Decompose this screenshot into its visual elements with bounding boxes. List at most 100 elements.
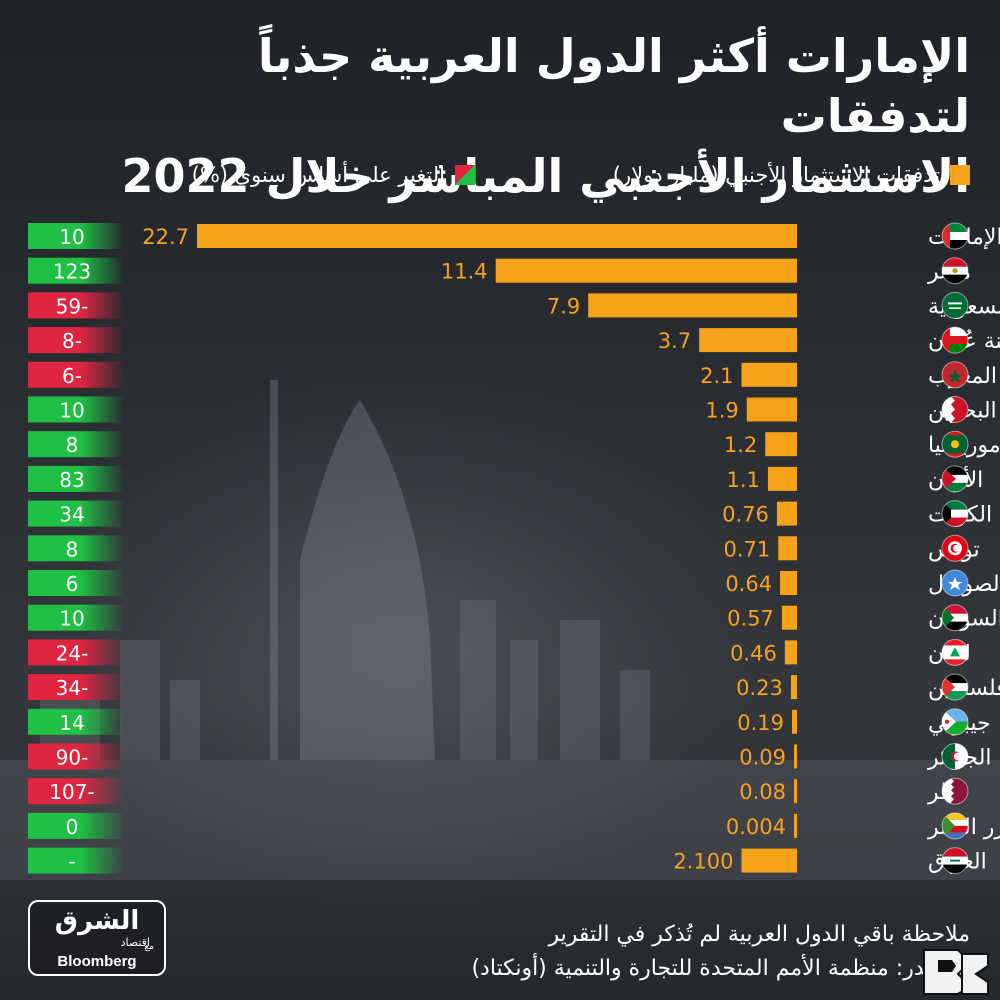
uae-flag [942, 223, 968, 249]
logo-bloomberg-text: Bloomberg [57, 953, 137, 970]
bar-row: 101.9البحرين [28, 396, 997, 424]
change-box [28, 500, 124, 527]
fdi-bar [794, 744, 797, 769]
change-label: 6- [62, 364, 82, 388]
fdi-bar [784, 640, 797, 665]
change-label: 14 [59, 711, 84, 735]
change-box [28, 535, 124, 562]
value-label: 7.9 [547, 294, 580, 318]
change-box [28, 639, 124, 666]
change-label: 90- [56, 746, 89, 770]
change-box [28, 743, 124, 770]
fdi-bar [741, 362, 797, 387]
value-label: 2.1 [700, 364, 733, 388]
bar-row: -2.100العراق [28, 847, 987, 875]
lebanon-flag [942, 639, 968, 666]
change-box [28, 570, 124, 596]
logo-main-text: الشرق [54, 906, 140, 936]
tunisia-flag [942, 535, 968, 562]
title-line-1: الإمارات أكثر الدول العربية جذباً لتدفقا… [257, 29, 970, 143]
change-box [28, 465, 124, 492]
value-label: 0.19 [737, 711, 784, 735]
fdi-bar [794, 779, 797, 804]
change-label: 10 [59, 607, 84, 631]
somalia-flag [942, 570, 968, 596]
algeria-flag [942, 743, 968, 770]
kuwait-flag-outline [941, 500, 969, 528]
change-label: 6 [66, 572, 79, 596]
oman-flag [942, 327, 968, 354]
fdi-bar [778, 536, 797, 561]
legend-change-label: التغير على أساس سنوي (%) [191, 163, 445, 187]
logo-with-text: مع [144, 942, 154, 952]
bar-row: 34-0.23فلسطين [28, 673, 1000, 701]
value-label: 0.71 [723, 537, 770, 561]
change-box [28, 396, 124, 423]
logo-sub-text: اقتصاد [120, 936, 150, 949]
lebanon-flag-outline [941, 638, 969, 666]
footer-note: ملاحظة باقي الدول العربية لم تُذكر في ال… [548, 922, 970, 947]
mauritania-flag [942, 431, 968, 458]
bar-row: 24-0.46لبنان [28, 638, 971, 666]
oman-flag-outline [941, 326, 969, 354]
change-label: - [68, 850, 75, 874]
fdi-bar [767, 466, 797, 491]
value-label: 1.1 [727, 468, 760, 492]
bahrain-flag-outline [941, 396, 969, 423]
change-box [28, 812, 124, 839]
comoros-flag [942, 812, 968, 839]
change-box [28, 361, 124, 388]
change-label: 8 [66, 433, 79, 457]
change-box [28, 292, 124, 319]
value-label: 11.4 [441, 260, 488, 284]
fdi-bar [588, 293, 797, 318]
palestine-flag [942, 674, 968, 701]
change-box [28, 257, 124, 284]
change-label: 0 [66, 815, 79, 839]
bar-row: 60.64الصومال [28, 569, 1000, 597]
legend-change-swatch [455, 165, 475, 185]
fdi-bar [790, 675, 797, 700]
sudan-flag [942, 604, 968, 631]
change-label: 107- [49, 780, 94, 804]
bar-row: 90-0.09الجزائر [28, 743, 992, 771]
value-label: 0.46 [730, 641, 777, 665]
value-label: 0.23 [736, 676, 783, 700]
change-box [28, 604, 124, 631]
fdi-bar [776, 501, 797, 526]
change-box [28, 223, 124, 249]
qatar-flag [942, 778, 968, 805]
fdi-bar [699, 328, 797, 353]
chart-title: الإمارات أكثر الدول العربية جذباً لتدفقا… [70, 26, 970, 206]
qatar-flag-outline [941, 777, 969, 805]
tunisia-flag-outline [941, 534, 969, 562]
value-label: 2.100 [673, 850, 733, 874]
djibouti-flag [942, 708, 968, 735]
legend-fdi: تدفقات الاستثمار الأجنبي (مليار دولار) [613, 160, 970, 190]
fdi-bar [791, 709, 797, 734]
value-label: 1.9 [705, 399, 738, 423]
fdi-bar [780, 571, 797, 595]
egypt-flag [942, 257, 968, 284]
fdi-bar [741, 848, 797, 873]
value-label: 0.004 [726, 815, 786, 839]
morocco-flag-outline [941, 361, 969, 389]
algeria-flag-outline [941, 743, 969, 770]
value-label: 1.2 [724, 433, 757, 457]
change-label: 83 [59, 468, 84, 492]
sudan-flag-outline [941, 604, 969, 632]
asharq-bloomberg-logo: الشرق اقتصاد مع Bloomberg [28, 900, 166, 976]
fdi-bar [746, 397, 797, 422]
change-label: 10 [59, 225, 84, 249]
saudi-flag-outline [941, 291, 969, 319]
bar-row: 81.2موريتانيا [28, 430, 1000, 458]
footer-source: المصدر: منظمة الأمم المتحدة للتجارة والت… [471, 956, 970, 981]
change-box [28, 327, 124, 354]
iraq-flag-outline [941, 847, 969, 875]
fdi-bar [197, 224, 797, 248]
city-skyline-illustration [0, 380, 1000, 880]
bar-row: 340.76الكويت [28, 500, 992, 528]
